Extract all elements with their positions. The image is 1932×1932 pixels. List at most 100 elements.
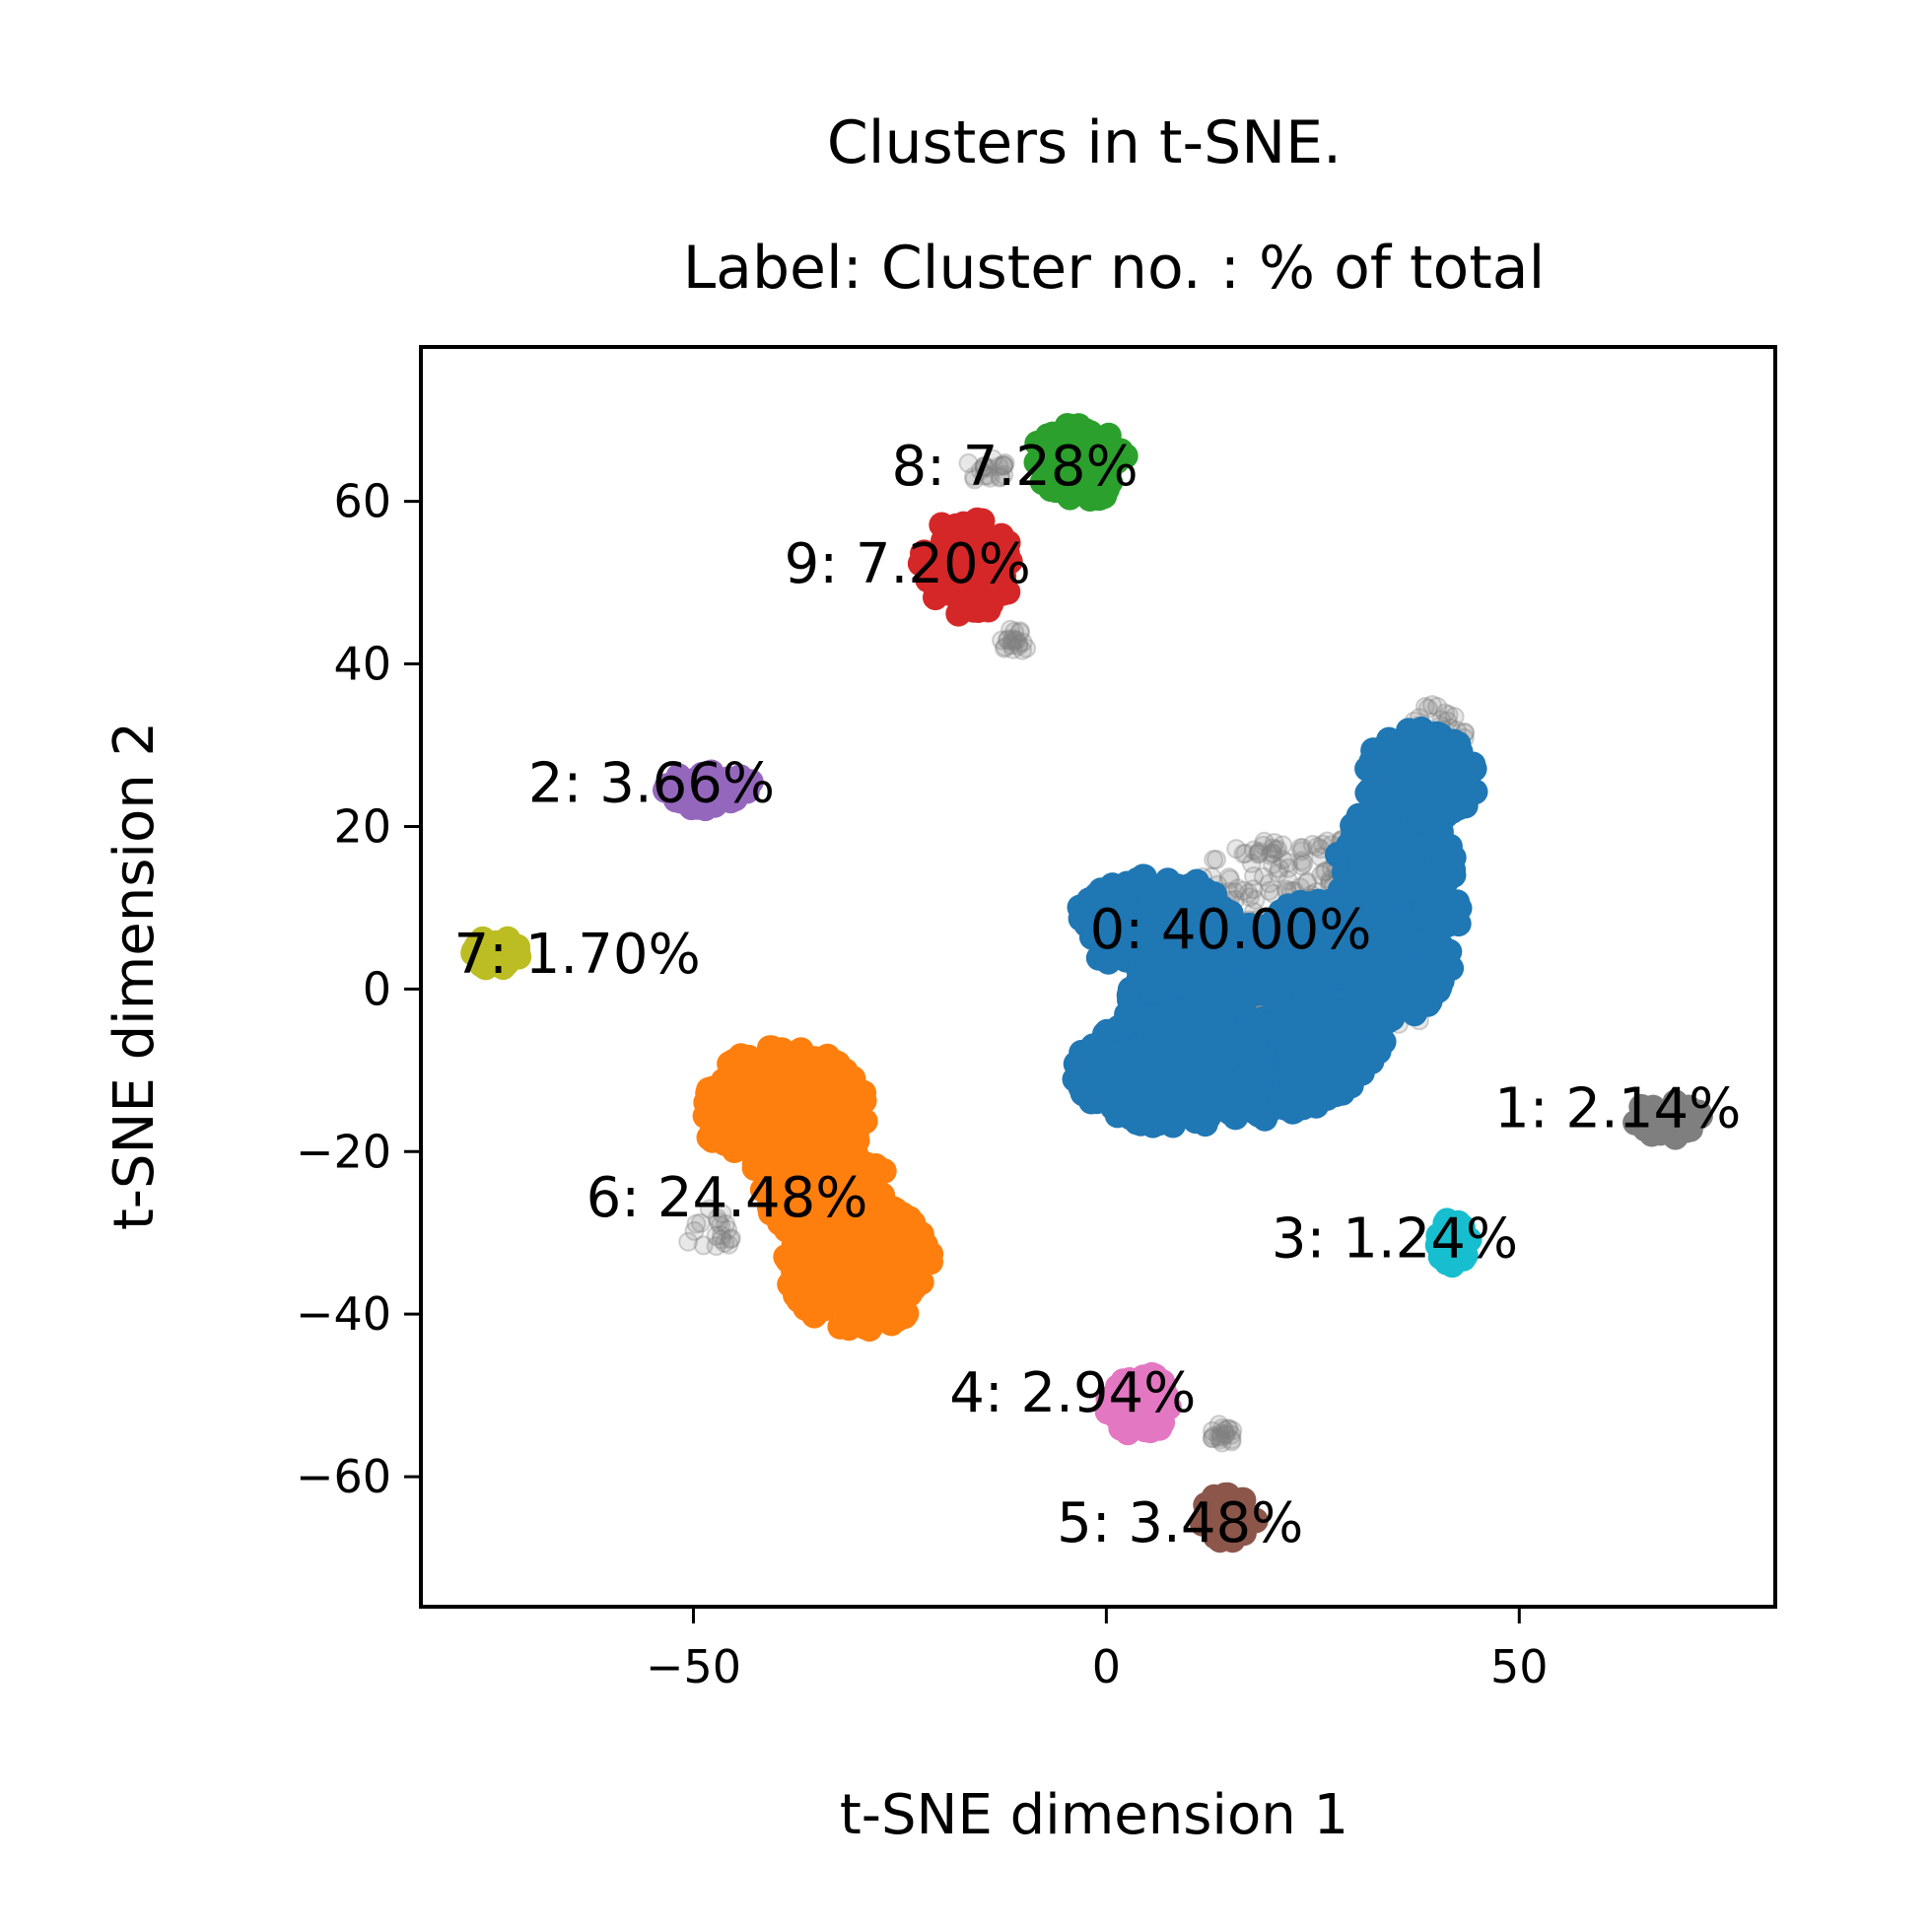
cluster-0-point	[1240, 1025, 1267, 1052]
noise-point	[1008, 636, 1029, 656]
noise-point	[1233, 880, 1254, 901]
noise-point	[711, 1229, 731, 1250]
noise-point	[1264, 833, 1284, 853]
cluster-0-point	[1440, 845, 1467, 870]
noise-point	[718, 1219, 738, 1240]
y-tick-label: −60	[296, 1450, 391, 1503]
x-axis-ticks: −50 0 50	[646, 1607, 1549, 1693]
cluster-3-label: 3: 1.24%	[1272, 1208, 1518, 1272]
cluster-0-point	[1393, 958, 1419, 984]
noise-point	[1012, 640, 1033, 660]
noise-point	[998, 630, 1018, 651]
chart-title-line-2: Label: Cluster no. : % of total	[683, 234, 1545, 303]
noise-point	[1207, 850, 1226, 869]
cluster-7-label: 7: 1.70%	[454, 923, 701, 987]
cluster-6-point	[875, 1266, 902, 1292]
cluster-0-point	[1070, 1080, 1096, 1107]
cluster-0-point	[1401, 832, 1427, 859]
noise-point	[1253, 835, 1274, 856]
noise-point	[678, 1231, 699, 1252]
noise-point	[693, 1235, 714, 1256]
noise-point	[1002, 639, 1023, 659]
y-tick-label: 40	[333, 638, 391, 691]
cluster-0-point	[1085, 1054, 1112, 1080]
y-tick-label: 60	[333, 475, 391, 528]
cluster-6-point	[825, 1078, 852, 1105]
cluster-0-point	[1143, 1021, 1170, 1048]
noise-point	[1008, 634, 1029, 655]
noise-point	[1260, 845, 1280, 865]
cluster-0-point	[1359, 989, 1386, 1015]
noise-point	[1244, 840, 1265, 861]
noise-point	[1218, 1418, 1239, 1439]
noise-point	[1263, 838, 1282, 859]
noise-point	[706, 1236, 726, 1257]
noise-point	[1214, 1424, 1235, 1445]
noise-point	[1002, 629, 1023, 650]
cluster-0-point	[1420, 742, 1446, 769]
cluster-0-point	[1346, 802, 1372, 829]
noise-point	[1438, 705, 1459, 725]
noise-point	[719, 1234, 739, 1255]
noise-point	[1210, 1429, 1230, 1450]
cluster-0-point	[1446, 895, 1473, 922]
noise-point	[1016, 638, 1037, 658]
cluster-8-label: 8: 7.28%	[892, 435, 1138, 499]
noise-point	[1204, 850, 1224, 870]
cluster-0-point	[1199, 1019, 1224, 1046]
cluster-2-label: 2: 3.66%	[528, 752, 775, 816]
cluster-6-point	[813, 1055, 840, 1081]
noise-point	[1302, 834, 1323, 855]
noise-point	[1278, 858, 1299, 878]
cluster-6-point	[767, 1074, 794, 1101]
noise-point	[1254, 831, 1275, 852]
noise-point	[1270, 858, 1289, 878]
noise-point	[1311, 864, 1332, 885]
noise-point	[1001, 631, 1022, 652]
noise-point	[1259, 873, 1279, 894]
noise-point	[1307, 837, 1328, 858]
y-axis-ticks: −60 −40 −20 0 20 40 60	[296, 475, 421, 1503]
cluster-0-point	[1139, 1112, 1166, 1138]
noise-point	[998, 629, 1018, 650]
noise-point	[721, 1228, 741, 1249]
noise-point	[1245, 889, 1266, 910]
cluster-0-point	[1158, 1053, 1185, 1079]
cluster-6-point	[708, 1097, 734, 1124]
noise-point	[1012, 632, 1033, 653]
cluster-0-point	[1111, 1012, 1138, 1039]
cluster-0-point	[1183, 1058, 1209, 1084]
x-tick-label: −50	[646, 1640, 741, 1693]
y-tick-label: −20	[296, 1125, 391, 1178]
noise-point	[1297, 871, 1318, 892]
noise-point	[684, 1220, 705, 1241]
cluster-labels: 0: 40.00% 1: 2.14% 2: 3.66% 3: 1.24% 4: 2.94…	[454, 435, 1742, 1555]
noise-point	[1218, 867, 1239, 888]
cluster-4-label: 4: 2.94%	[949, 1361, 1196, 1425]
noise-point	[1203, 1420, 1222, 1441]
cluster-0-point	[1229, 1066, 1256, 1092]
noise-point	[1202, 1427, 1222, 1448]
cluster-6-point	[794, 1103, 821, 1129]
cluster-0-point	[1120, 1059, 1145, 1085]
cluster-0-point	[1292, 983, 1319, 1009]
cluster-0-point	[1195, 1104, 1221, 1131]
cluster-6-point	[915, 1241, 941, 1268]
cluster-0-point	[1286, 1056, 1313, 1082]
noise-point	[1221, 1424, 1242, 1445]
noise-point	[1263, 855, 1282, 874]
noise-point	[1268, 839, 1288, 860]
noise-point	[1226, 839, 1247, 860]
noise-point	[1203, 1428, 1223, 1449]
cluster-6-point	[771, 1042, 797, 1069]
noise-point	[711, 1215, 730, 1236]
noise-point	[1004, 630, 1025, 651]
noise-point	[712, 1204, 732, 1224]
noise-point	[1243, 879, 1264, 900]
noise-point	[1414, 697, 1435, 717]
y-tick-label: 20	[333, 799, 391, 853]
noise-point	[1217, 1418, 1238, 1439]
noise-point	[1277, 870, 1298, 891]
cluster-6-label: 6: 24.48%	[586, 1166, 868, 1230]
